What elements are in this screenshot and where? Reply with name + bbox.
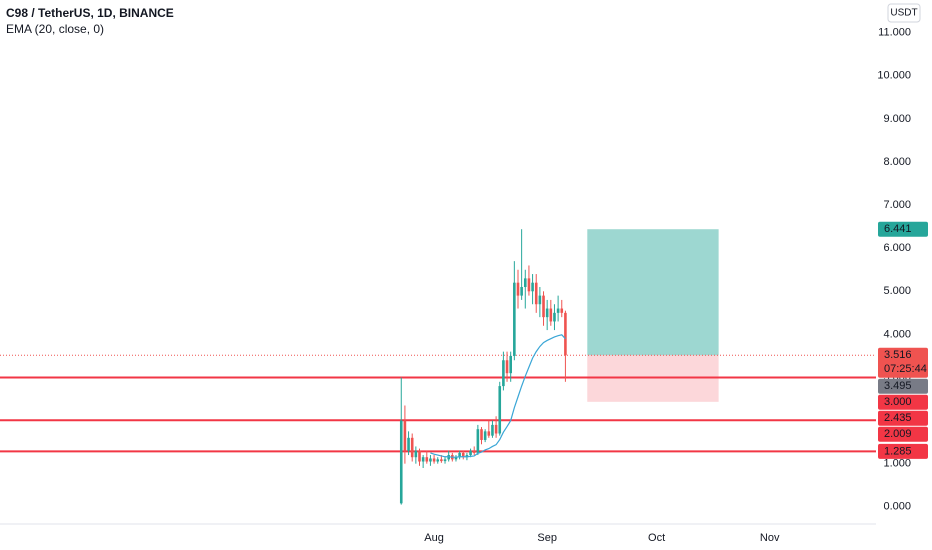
price-tag xyxy=(878,378,928,394)
y-tick-label: 11.000 xyxy=(878,27,911,39)
candle-body xyxy=(564,312,567,356)
candle-body xyxy=(494,424,498,434)
candle-body xyxy=(556,308,560,313)
price-tag-label: 3.516 xyxy=(884,349,912,361)
candle-body xyxy=(425,457,429,462)
candle-body xyxy=(440,459,443,462)
loss-zone xyxy=(587,355,719,402)
price-tag-label: 1.285 xyxy=(884,445,912,457)
y-tick-label: 10.000 xyxy=(877,70,911,82)
candle-body xyxy=(545,308,549,318)
price-tag xyxy=(878,221,928,237)
candle-body xyxy=(505,360,509,374)
price-tag xyxy=(878,410,928,426)
price-tag xyxy=(878,347,928,378)
profit-zone xyxy=(587,229,719,356)
indicator-label: EMA (20, close, 0) xyxy=(6,22,104,36)
candle-body xyxy=(414,450,418,458)
y-tick-label: 7.000 xyxy=(883,199,911,211)
x-tick-label: Oct xyxy=(648,532,665,544)
candle-body xyxy=(465,455,469,458)
candle-body xyxy=(487,431,491,436)
candle-body xyxy=(560,308,564,313)
candle-body xyxy=(407,437,410,451)
candle-body xyxy=(527,278,531,292)
price-tag xyxy=(878,394,928,410)
candle-body xyxy=(476,429,480,453)
candle-body xyxy=(403,420,407,451)
candle-body xyxy=(429,458,432,462)
candle-body xyxy=(516,282,520,296)
chart-title: C98 / TetherUS, 1D, BINANCE xyxy=(6,6,174,20)
ema-line xyxy=(430,334,566,458)
countdown-label: 07:25:44 xyxy=(884,363,927,375)
price-tag xyxy=(878,426,928,442)
price-tag xyxy=(878,443,928,459)
candle-body xyxy=(421,457,425,462)
candle-body xyxy=(513,282,516,356)
candle-body xyxy=(483,431,487,440)
y-tick-label: 9.000 xyxy=(883,113,911,125)
candle-body xyxy=(472,450,476,453)
price-tag-label: 6.441 xyxy=(884,223,912,235)
candle-body xyxy=(531,282,534,292)
candle-body xyxy=(491,424,494,436)
candle-body xyxy=(469,450,472,456)
y-tick-label: 0.000 xyxy=(883,501,911,513)
x-tick-label: Sep xyxy=(537,532,557,544)
candle-body xyxy=(399,420,403,504)
currency-button[interactable] xyxy=(887,3,921,23)
candle-body xyxy=(509,355,512,374)
price-tag-label: 2.435 xyxy=(884,412,912,424)
candle-body xyxy=(454,457,458,460)
y-tick-label: 6.000 xyxy=(883,242,911,254)
y-tick-label: 4.000 xyxy=(883,328,911,340)
y-tick-label: 8.000 xyxy=(883,156,911,168)
price-tag-label: 3.495 xyxy=(884,380,912,392)
candle-body xyxy=(534,282,538,305)
candle-body xyxy=(480,429,483,440)
candle-body xyxy=(542,295,545,318)
candle-body xyxy=(520,286,523,296)
candle-body xyxy=(410,437,414,458)
currency-label[interactable]: USDT xyxy=(890,8,917,19)
price-tag-label: 3.000 xyxy=(884,396,912,408)
candle-body xyxy=(432,458,436,462)
candle-body xyxy=(458,452,461,458)
y-tick-label: 1.000 xyxy=(883,458,911,470)
candle-body xyxy=(523,278,527,287)
x-tick-label: Nov xyxy=(760,532,780,544)
candle-body xyxy=(538,295,542,305)
candle-body xyxy=(553,312,556,322)
x-tick-label: Aug xyxy=(424,532,444,544)
price-tag-label: 2.009 xyxy=(884,428,912,440)
candle-body xyxy=(502,360,505,387)
candle-body xyxy=(443,459,447,462)
candle-body xyxy=(418,450,421,462)
candle-body xyxy=(461,452,465,458)
y-tick-label: 5.000 xyxy=(883,285,911,297)
candle-body xyxy=(436,459,440,462)
candle-body xyxy=(549,308,553,322)
candle-body xyxy=(498,386,502,434)
